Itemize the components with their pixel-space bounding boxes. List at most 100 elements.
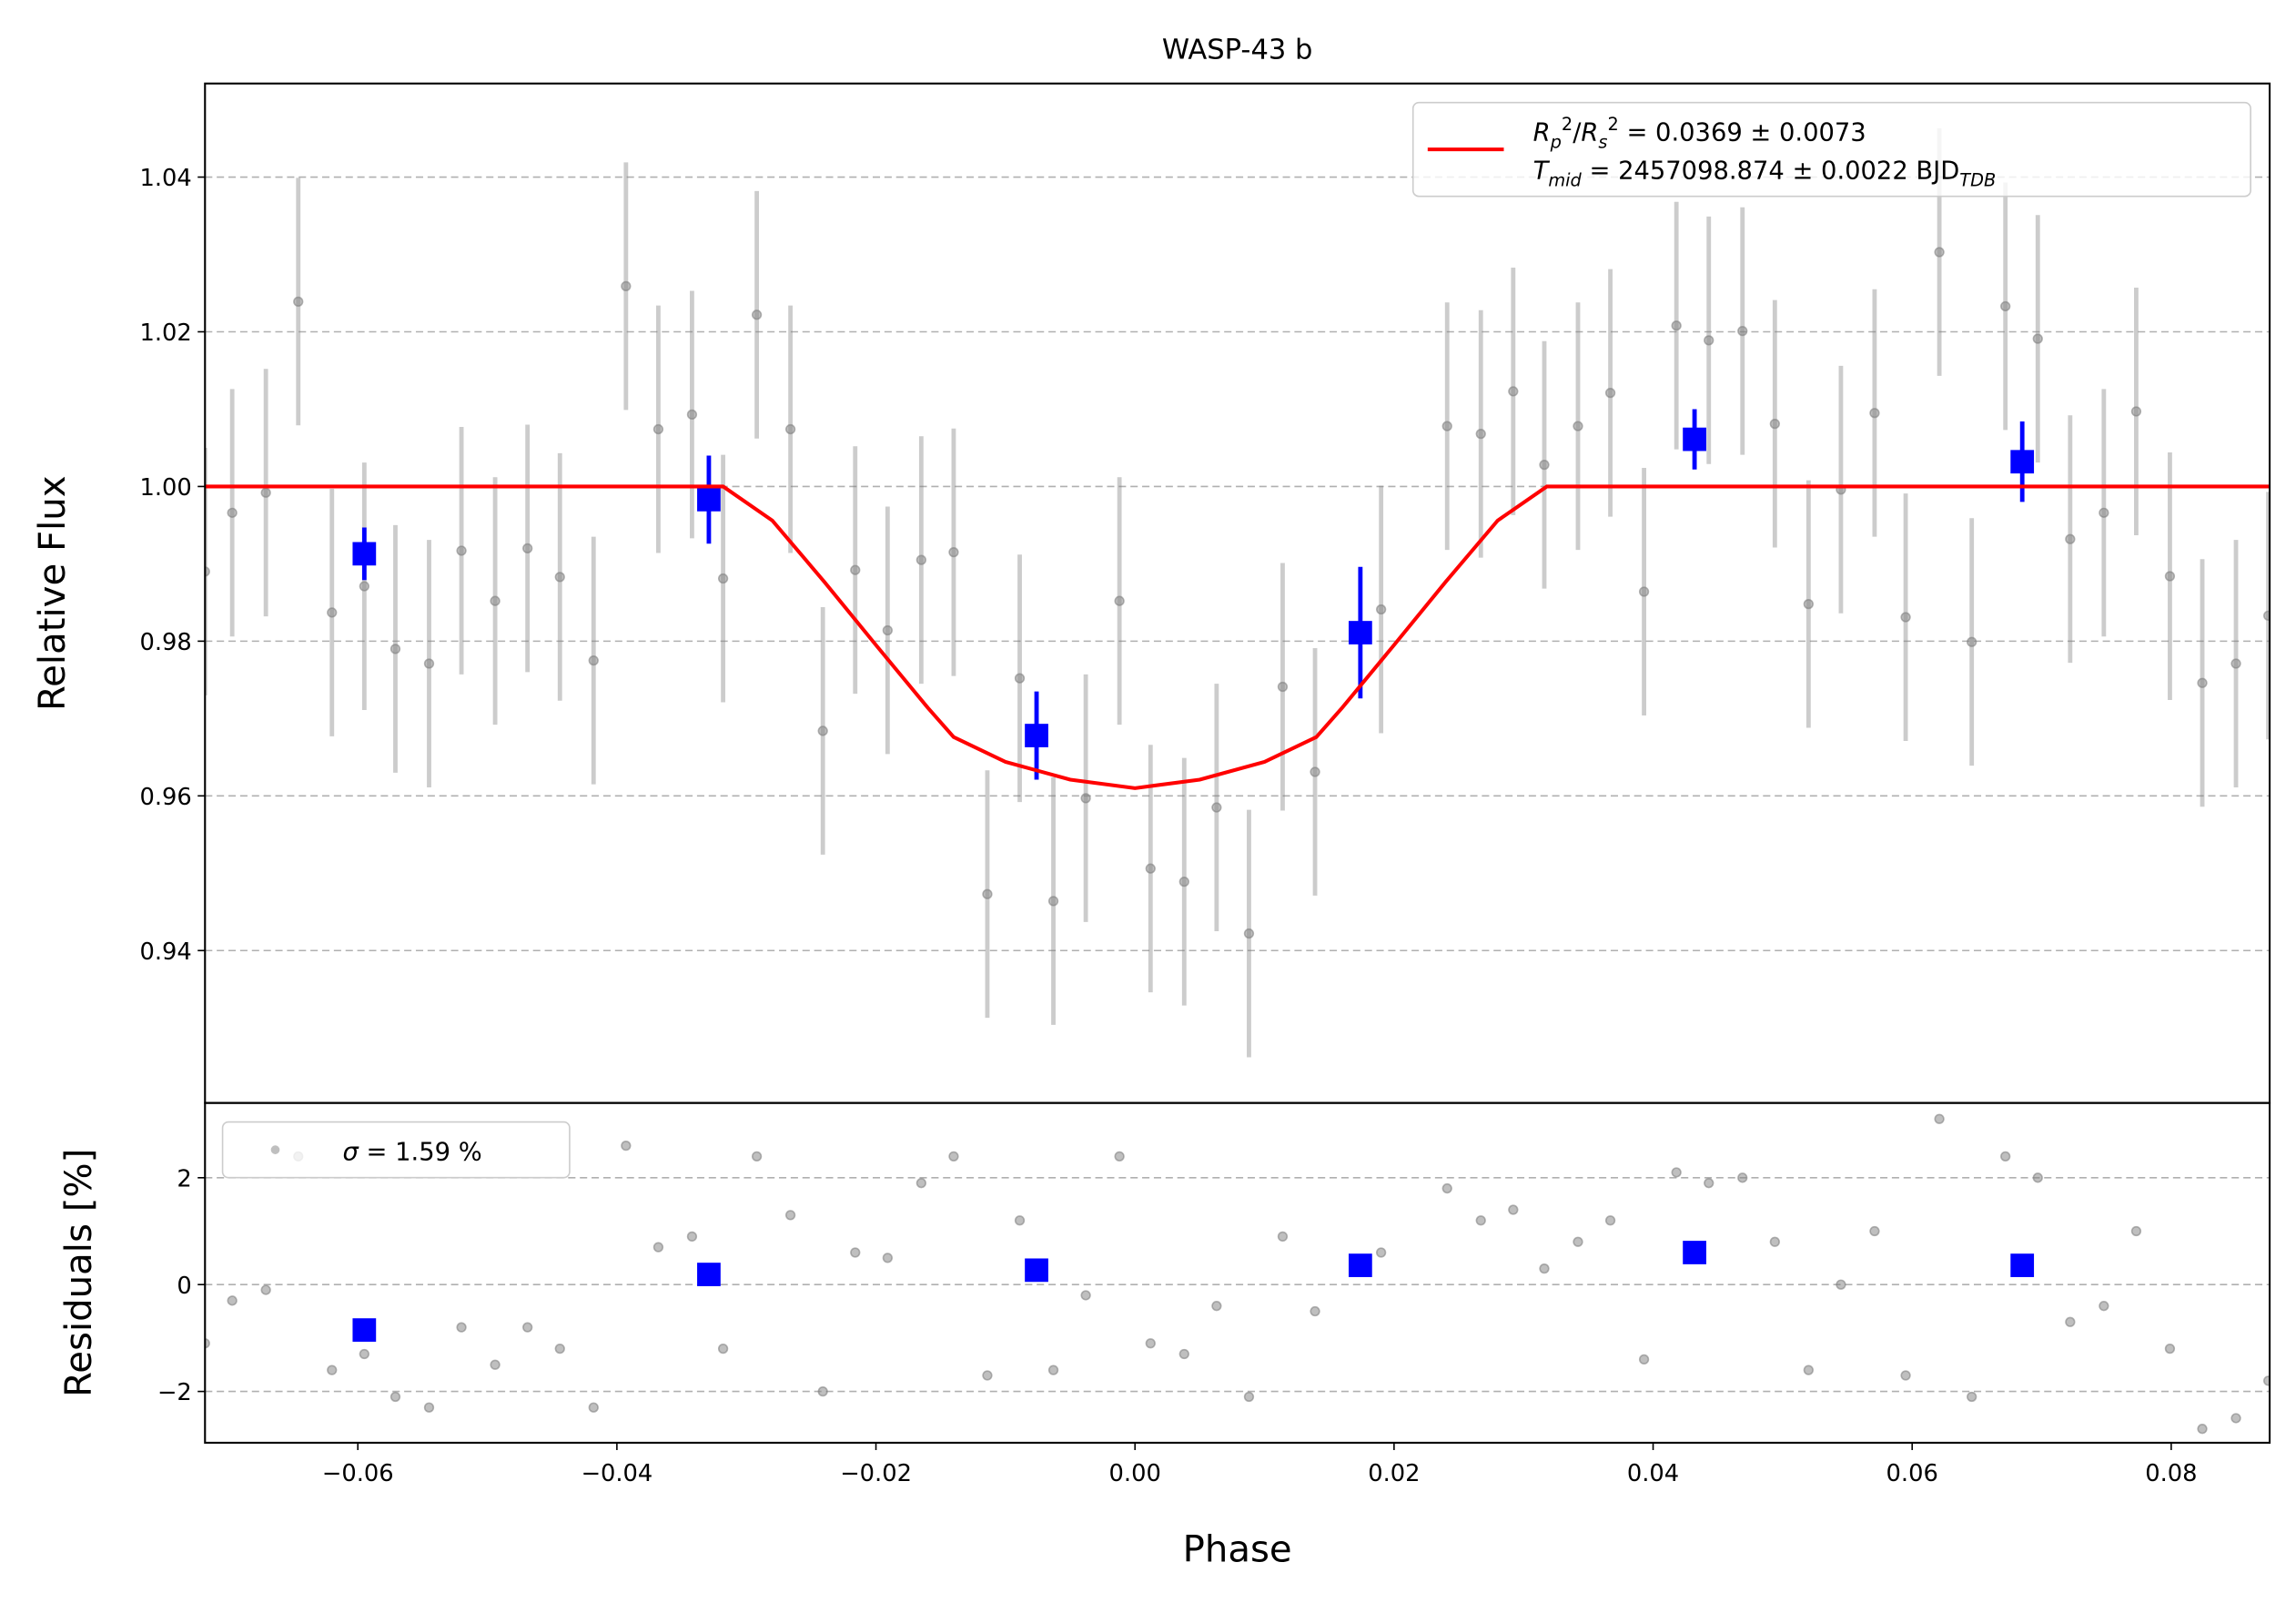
data-point xyxy=(1539,460,1550,471)
x-tick-label: 0.02 xyxy=(1368,1460,1420,1487)
data-point xyxy=(1114,1151,1125,1162)
axes-frame xyxy=(204,1101,2271,1444)
data-point xyxy=(652,1242,664,1253)
data-point xyxy=(1573,421,1583,431)
data-point xyxy=(227,507,238,518)
data-point xyxy=(1869,408,1880,419)
legend-text-part: 2 xyxy=(1562,114,1573,135)
data-point xyxy=(2099,507,2109,518)
y-axis-label: Relative Flux xyxy=(32,475,74,711)
legend-label: Rp2/Rs2 = 0.0369 ± 0.0073 xyxy=(1533,114,1866,152)
data-point xyxy=(293,296,304,307)
y-tick-label: 0 xyxy=(177,1273,191,1300)
x-tick-label: 0.04 xyxy=(1627,1460,1679,1487)
x-tick-label: 0.08 xyxy=(2145,1460,2197,1487)
x-tick-label: −0.04 xyxy=(581,1460,652,1487)
data-point xyxy=(817,1385,828,1397)
data-point xyxy=(784,1210,796,1221)
data-point xyxy=(1737,326,1748,337)
data-point xyxy=(1277,1231,1289,1243)
data-point xyxy=(423,1402,435,1413)
legend-text-part: p xyxy=(1550,132,1562,153)
data-point xyxy=(1475,1215,1486,1226)
y-tick-label: 0.96 xyxy=(139,784,191,811)
data-point xyxy=(882,1253,893,1263)
data-point xyxy=(621,280,632,291)
data-point xyxy=(1900,1370,1911,1381)
data-point xyxy=(1243,928,1255,939)
data-point xyxy=(588,654,599,666)
x-tick-label: 0.00 xyxy=(1109,1460,1161,1487)
binned-point xyxy=(1025,1258,1048,1283)
y-tick-label: 0.94 xyxy=(139,938,191,966)
data-point xyxy=(205,1338,210,1349)
data-point xyxy=(1769,1236,1780,1247)
data-point xyxy=(2065,533,2076,544)
y-tick-label: 0.98 xyxy=(139,629,191,656)
data-point xyxy=(1310,766,1320,777)
data-point xyxy=(1475,429,1486,440)
data-point xyxy=(2262,1375,2271,1386)
x-axis-label: Phase xyxy=(1183,1528,1292,1570)
data-point xyxy=(2000,1151,2011,1162)
y-tick-label: 1.02 xyxy=(139,320,191,347)
binned-point xyxy=(1348,1253,1372,1277)
data-point xyxy=(1704,335,1714,346)
data-point xyxy=(359,1348,369,1360)
data-point xyxy=(717,1344,729,1354)
data-point xyxy=(1376,604,1387,615)
data-point xyxy=(717,573,729,584)
binned-point xyxy=(352,542,377,566)
y-tick-label: 1.04 xyxy=(139,165,191,192)
data-point xyxy=(522,543,533,554)
binned-point xyxy=(2010,1253,2035,1277)
binned-point xyxy=(697,488,721,512)
legend-label: σ = 1.59 % xyxy=(343,1138,482,1166)
data-point xyxy=(1934,247,1945,258)
legend-text-part: = 0.0369 ± 0.0073 xyxy=(1619,118,1866,147)
data-point xyxy=(588,1402,599,1413)
data-point xyxy=(1803,598,1814,610)
data-point xyxy=(1114,595,1125,606)
data-point xyxy=(1243,1391,1255,1403)
data-point xyxy=(1047,896,1059,907)
data-point xyxy=(652,423,664,435)
data-point xyxy=(1211,1301,1222,1312)
data-point xyxy=(1014,673,1026,684)
legend-text-part: TDB xyxy=(1959,169,1996,190)
data-point xyxy=(490,595,501,606)
data-point xyxy=(456,545,467,556)
legend-text-part: R xyxy=(1533,118,1551,147)
data-point xyxy=(2230,658,2241,669)
data-point xyxy=(686,1231,698,1243)
data-point xyxy=(1836,1279,1846,1290)
data-point xyxy=(850,1247,861,1258)
data-point xyxy=(1080,1290,1091,1301)
data-point xyxy=(260,1284,271,1295)
binned-point xyxy=(2010,450,2035,474)
data-point xyxy=(2099,1301,2109,1312)
data-point xyxy=(850,564,861,575)
data-point xyxy=(2164,1344,2176,1354)
legend-text-part: = 1.59 % xyxy=(359,1138,482,1166)
data-point xyxy=(1145,863,1156,874)
data-point xyxy=(982,1370,993,1381)
data-point xyxy=(1803,1365,1814,1375)
data-point xyxy=(1441,1182,1452,1194)
data-point xyxy=(1704,1178,1714,1189)
x-tick-label: 0.06 xyxy=(1886,1460,1938,1487)
legend-text-part: / xyxy=(1573,118,1582,147)
data-point xyxy=(1604,1215,1616,1226)
data-point xyxy=(1441,421,1452,431)
chart-title: WASP-43 b xyxy=(1162,34,1313,66)
data-point xyxy=(2197,677,2208,688)
data-point xyxy=(327,1365,338,1375)
data-point xyxy=(423,658,435,669)
data-point xyxy=(1376,1247,1387,1258)
data-point xyxy=(915,1178,926,1189)
data-point xyxy=(948,547,959,558)
legend-text-part: 2 xyxy=(1607,114,1618,135)
data-point xyxy=(205,566,210,577)
